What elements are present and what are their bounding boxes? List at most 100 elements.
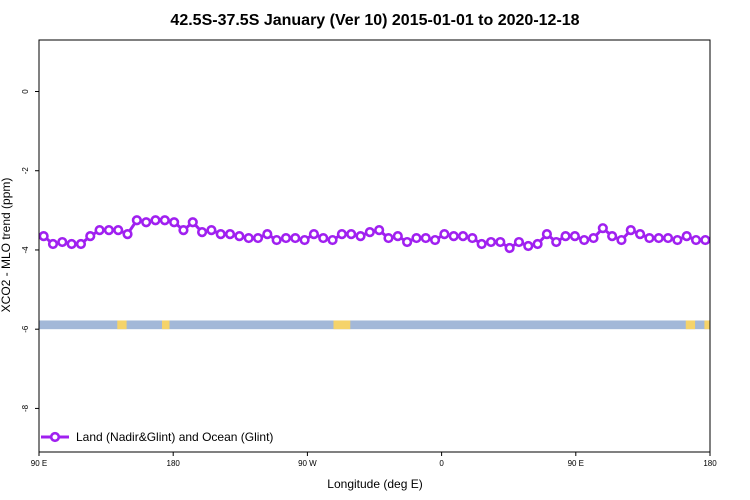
x-tick-label: 180 xyxy=(703,459,717,468)
data-point xyxy=(662,232,674,244)
x-tick-label: 180 xyxy=(167,459,181,468)
data-point xyxy=(635,229,646,240)
data-point xyxy=(299,234,310,246)
data-point xyxy=(243,232,254,244)
legend-label: Land (Nadir&Glint) and Ocean (Glint) xyxy=(76,430,273,444)
y-tick-label: -6 xyxy=(21,325,30,333)
data-point xyxy=(196,227,208,238)
data-point xyxy=(66,238,77,250)
x-tick-label: 0 xyxy=(439,459,444,468)
data-point xyxy=(224,229,236,240)
data-point xyxy=(187,217,198,228)
y-tick-label: -4 xyxy=(21,246,30,254)
data-point xyxy=(681,230,692,242)
data-point xyxy=(215,229,226,240)
data-point xyxy=(290,232,301,244)
data-point xyxy=(607,230,618,242)
data-point xyxy=(402,236,413,248)
y-tick-label: -2 xyxy=(21,167,30,175)
data-point xyxy=(532,238,543,250)
x-axis-label: Longitude (deg E) xyxy=(327,477,422,491)
data-point xyxy=(47,238,59,250)
data-point xyxy=(374,225,385,236)
data-point xyxy=(75,238,87,250)
data-point xyxy=(280,232,292,244)
data-point xyxy=(495,236,506,248)
data-point xyxy=(318,232,329,244)
data-point xyxy=(383,232,394,244)
data-point xyxy=(364,227,375,238)
land-band-segment xyxy=(685,320,696,330)
data-point xyxy=(672,234,683,246)
data-point xyxy=(336,229,347,240)
chart-title: 42.5S-37.5S January (Ver 10) 2015-01-01 … xyxy=(170,12,579,29)
data-point xyxy=(262,229,273,240)
land-band-segment xyxy=(117,320,127,330)
data-point xyxy=(308,229,320,240)
data-point xyxy=(150,215,161,226)
x-tick-label: 90 E xyxy=(31,459,47,468)
data-point xyxy=(103,225,114,236)
data-point xyxy=(159,215,170,226)
data-point xyxy=(551,236,562,248)
legend-marker-icon xyxy=(49,431,61,443)
data-point xyxy=(448,230,459,242)
data-point xyxy=(271,234,282,246)
series-layer xyxy=(38,215,711,254)
data-point xyxy=(206,225,217,236)
land-band-segment xyxy=(704,320,710,330)
data-point xyxy=(169,217,180,228)
data-point xyxy=(476,238,487,250)
data-point xyxy=(392,230,403,242)
data-point xyxy=(588,232,599,244)
data-point xyxy=(644,232,655,244)
data-point xyxy=(141,217,152,228)
ocean-band xyxy=(39,320,710,330)
background-bands xyxy=(39,320,710,330)
data-point xyxy=(234,230,245,242)
plot-frame xyxy=(38,39,711,453)
data-point xyxy=(485,236,497,248)
data-point xyxy=(113,225,124,236)
land-band-segment xyxy=(333,320,351,330)
land-band-segment xyxy=(162,320,170,330)
data-point xyxy=(252,232,264,244)
data-point xyxy=(690,234,702,246)
data-point xyxy=(541,229,553,240)
data-point xyxy=(616,234,627,246)
y-tick-label: 0 xyxy=(21,89,30,94)
data-point xyxy=(653,232,664,244)
data-point xyxy=(346,229,357,240)
y-axis-label: XCO2 - MLO trend (ppm) xyxy=(0,178,13,313)
data-point xyxy=(560,230,571,242)
data-point xyxy=(579,234,590,246)
data-point xyxy=(513,236,525,248)
data-point xyxy=(122,229,133,240)
data-point xyxy=(355,230,366,242)
data-point xyxy=(85,230,96,242)
data-point xyxy=(700,234,711,246)
data-point xyxy=(523,240,534,252)
data-point xyxy=(457,230,469,242)
data-point xyxy=(597,223,608,234)
legend: Land (Nadir&Glint) and Ocean (Glint) xyxy=(41,430,273,444)
x-tick-label: 90 W xyxy=(298,459,317,468)
data-point xyxy=(38,230,49,242)
data-point xyxy=(57,236,68,248)
data-point xyxy=(625,225,636,236)
data-point xyxy=(569,230,580,242)
data-point xyxy=(178,225,189,236)
data-point xyxy=(429,234,441,246)
data-point xyxy=(411,232,422,244)
data-point xyxy=(504,242,515,254)
data-point xyxy=(420,232,431,244)
data-point xyxy=(131,215,142,226)
data-point xyxy=(467,232,478,244)
y-tick-label: -8 xyxy=(21,404,30,412)
data-point xyxy=(94,225,105,236)
x-tick-label: 90 E xyxy=(568,459,584,468)
axes: 90 E 180 90 W 0 90 E 180 0 -2 -4 -6 -8 xyxy=(21,39,717,468)
data-point xyxy=(439,229,450,240)
data-point xyxy=(327,234,338,246)
